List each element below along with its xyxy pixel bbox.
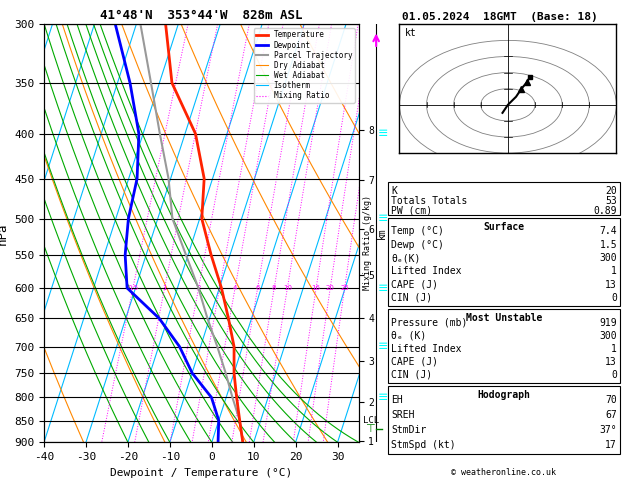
Text: 300: 300 [599, 331, 617, 341]
Text: 1: 1 [611, 266, 617, 277]
Text: CAPE (J): CAPE (J) [391, 357, 438, 367]
Title: 41°48'N  353°44'W  828m ASL: 41°48'N 353°44'W 828m ASL [100, 9, 303, 22]
Text: K: K [391, 186, 397, 196]
Text: SREH: SREH [391, 410, 415, 420]
Text: 25: 25 [340, 285, 349, 291]
Y-axis label: hPa: hPa [0, 222, 9, 244]
Text: 0.5: 0.5 [128, 285, 138, 291]
Text: 20: 20 [605, 186, 617, 196]
X-axis label: Dewpoint / Temperature (°C): Dewpoint / Temperature (°C) [110, 468, 292, 478]
Text: PW (cm): PW (cm) [391, 206, 432, 216]
Text: ≡: ≡ [378, 127, 389, 140]
Text: 3: 3 [218, 285, 222, 291]
Text: ≡: ≡ [378, 340, 389, 353]
Text: 13: 13 [605, 357, 617, 367]
Text: Pressure (mb): Pressure (mb) [391, 318, 467, 328]
Text: 70: 70 [605, 395, 617, 405]
Text: ≡: ≡ [378, 281, 389, 295]
Text: Surface: Surface [483, 222, 525, 232]
Text: EH: EH [391, 395, 403, 405]
Text: 0.89: 0.89 [594, 206, 617, 216]
Text: 0: 0 [611, 293, 617, 303]
Text: Most Unstable: Most Unstable [465, 313, 542, 323]
Text: θₑ (K): θₑ (K) [391, 331, 426, 341]
Text: 1: 1 [162, 285, 167, 291]
Text: Hodograph: Hodograph [477, 390, 530, 400]
Text: 17: 17 [605, 439, 617, 450]
Text: CAPE (J): CAPE (J) [391, 279, 438, 290]
Text: 0: 0 [611, 370, 617, 380]
Text: ≡: ≡ [378, 212, 389, 225]
Text: 6: 6 [255, 285, 260, 291]
Text: StmDir: StmDir [391, 425, 426, 435]
Text: LCL: LCL [363, 416, 379, 425]
Text: StmSpd (kt): StmSpd (kt) [391, 439, 456, 450]
Text: 67: 67 [605, 410, 617, 420]
Text: 8: 8 [272, 285, 276, 291]
Text: Mixing Ratio (g/kg): Mixing Ratio (g/kg) [364, 195, 372, 291]
Text: ⊤: ⊤ [365, 424, 375, 434]
Y-axis label: km
ASL: km ASL [377, 225, 399, 242]
Text: CIN (J): CIN (J) [391, 370, 432, 380]
Text: Temp (°C): Temp (°C) [391, 226, 444, 237]
Text: 919: 919 [599, 318, 617, 328]
Text: 300: 300 [599, 253, 617, 263]
Text: 4: 4 [233, 285, 237, 291]
Text: 7.4: 7.4 [599, 226, 617, 237]
Text: 16: 16 [311, 285, 321, 291]
Text: 2: 2 [196, 285, 201, 291]
Text: 53: 53 [605, 196, 617, 206]
Text: © weatheronline.co.uk: © weatheronline.co.uk [451, 468, 555, 477]
Legend: Temperature, Dewpoint, Parcel Trajectory, Dry Adiabat, Wet Adiabat, Isotherm, Mi: Temperature, Dewpoint, Parcel Trajectory… [254, 28, 355, 103]
Text: 13: 13 [605, 279, 617, 290]
Text: 01.05.2024  18GMT  (Base: 18): 01.05.2024 18GMT (Base: 18) [402, 12, 598, 22]
Text: 1.5: 1.5 [599, 240, 617, 250]
Text: Totals Totals: Totals Totals [391, 196, 467, 206]
Text: Dewp (°C): Dewp (°C) [391, 240, 444, 250]
Text: Lifted Index: Lifted Index [391, 344, 462, 354]
Text: 10: 10 [283, 285, 292, 291]
Text: CIN (J): CIN (J) [391, 293, 432, 303]
Text: 37°: 37° [599, 425, 617, 435]
Text: 20: 20 [326, 285, 335, 291]
Text: Lifted Index: Lifted Index [391, 266, 462, 277]
Text: ≡: ≡ [378, 391, 389, 404]
Text: θₑ(K): θₑ(K) [391, 253, 421, 263]
Text: kt: kt [405, 28, 416, 37]
Text: 1: 1 [611, 344, 617, 354]
